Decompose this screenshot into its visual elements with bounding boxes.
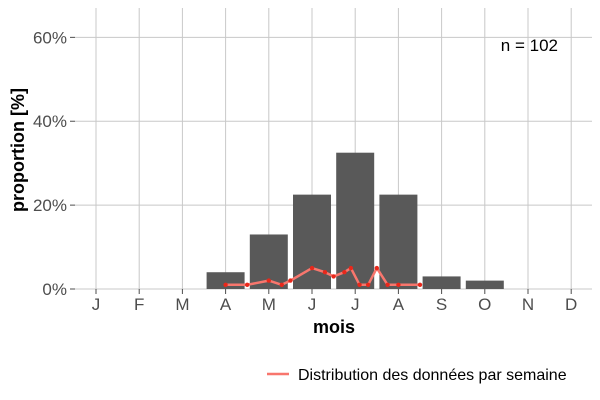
weekly-distribution-line bbox=[223, 265, 423, 288]
x-axis-title: mois bbox=[313, 317, 355, 337]
bar bbox=[379, 194, 418, 289]
x-tick-label: J bbox=[351, 295, 360, 314]
series-point bbox=[223, 282, 228, 288]
series-point bbox=[374, 265, 379, 271]
x-tick-label: F bbox=[134, 295, 144, 314]
x-tick-label: N bbox=[522, 295, 534, 314]
bars bbox=[206, 152, 504, 289]
sample-size-annotation: n = 102 bbox=[501, 36, 558, 55]
series-point bbox=[348, 265, 354, 271]
x-tick-label: M bbox=[175, 295, 189, 314]
bar bbox=[465, 280, 504, 289]
series-point bbox=[417, 282, 423, 288]
series-point bbox=[279, 282, 284, 288]
x-tick-label: O bbox=[478, 295, 491, 314]
series-point bbox=[245, 282, 250, 288]
y-axis-ticks: 0% 20% 40% 60% bbox=[33, 28, 75, 299]
x-tick-label: J bbox=[92, 295, 101, 314]
series-point bbox=[357, 282, 362, 288]
x-tick-label: S bbox=[436, 295, 447, 314]
y-tick-label: 40% bbox=[33, 112, 67, 131]
series-line bbox=[225, 266, 420, 287]
y-tick-label: 20% bbox=[33, 196, 67, 215]
x-tick-label: A bbox=[220, 295, 232, 314]
series-point bbox=[396, 282, 401, 288]
series-point bbox=[342, 270, 347, 275]
legend: Distribution des données par semaine bbox=[267, 367, 567, 384]
series-point bbox=[309, 265, 315, 271]
series-point bbox=[331, 274, 336, 279]
series-point bbox=[322, 270, 328, 275]
bar bbox=[336, 152, 375, 289]
series-point bbox=[385, 282, 390, 288]
grid-lines bbox=[75, 8, 592, 290]
bar bbox=[422, 276, 461, 289]
legend-label: Distribution des données par semaine bbox=[298, 367, 567, 384]
x-tick-label: J bbox=[308, 295, 317, 314]
y-axis-title: proportion [%] bbox=[8, 88, 28, 212]
x-tick-label: D bbox=[565, 295, 577, 314]
y-tick-label: 60% bbox=[33, 28, 67, 47]
x-tick-label: M bbox=[262, 295, 276, 314]
y-tick-label: 0% bbox=[42, 280, 67, 299]
series-point bbox=[365, 282, 371, 288]
x-tick-label: A bbox=[393, 295, 405, 314]
series-point bbox=[266, 278, 271, 283]
series-point bbox=[288, 278, 293, 283]
